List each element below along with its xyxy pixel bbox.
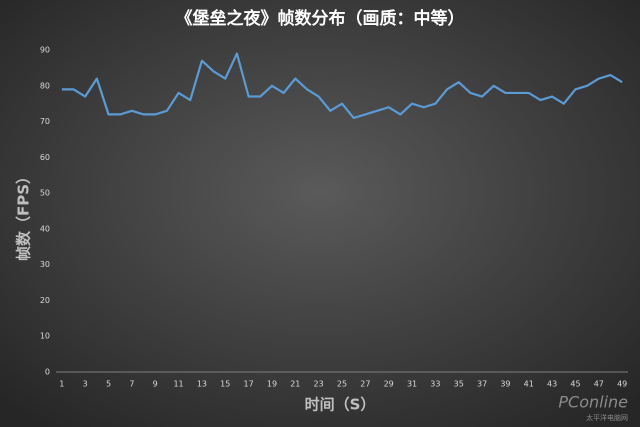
y-tick-label: 30	[40, 260, 50, 269]
y-tick-label: 0	[45, 368, 50, 377]
x-tick-label: 13	[197, 380, 207, 389]
x-tick-label: 27	[360, 380, 370, 389]
x-tick-label: 1	[59, 380, 64, 389]
y-tick-label: 90	[40, 46, 50, 55]
y-tick-label: 60	[40, 153, 50, 162]
x-tick-label: 45	[570, 380, 580, 389]
x-tick-label: 33	[430, 380, 440, 389]
y-axis-label: 帧数（FPS）	[15, 169, 33, 261]
x-tick-label: 49	[617, 380, 627, 389]
x-tick-label: 7	[129, 380, 134, 389]
x-tick-label: 17	[244, 380, 254, 389]
watermark-subtitle: 太平洋电脑网	[586, 413, 628, 422]
x-tick-label: 39	[500, 380, 510, 389]
x-tick-label: 9	[153, 380, 158, 389]
x-tick-label: 23	[314, 380, 324, 389]
x-tick-label: 15	[220, 380, 230, 389]
y-tick-label: 80	[40, 81, 50, 90]
watermark-brand: PConline	[558, 393, 628, 412]
line-series	[61, 52, 623, 120]
y-tick-label: 20	[40, 296, 50, 305]
x-tick-label: 3	[83, 380, 88, 389]
x-tick-label: 19	[267, 380, 277, 389]
x-tick-label: 25	[337, 380, 347, 389]
x-tick-label: 35	[454, 380, 464, 389]
y-tick-label: 10	[40, 332, 50, 341]
y-tick-label: 40	[40, 224, 50, 233]
x-tick-label: 5	[106, 380, 111, 389]
y-tick-label: 50	[40, 189, 50, 198]
x-tick-label: 37	[477, 380, 487, 389]
x-tick-label: 11	[173, 380, 183, 389]
x-tick-label: 47	[594, 380, 604, 389]
x-tick-label: 21	[290, 380, 300, 389]
x-tick-label: 43	[547, 380, 557, 389]
x-axis-label: 时间（S）	[305, 396, 376, 414]
chart-title: 《堡垒之夜》帧数分布（画质：中等）	[176, 8, 465, 29]
x-tick-label: 29	[384, 380, 394, 389]
x-tick-label: 31	[407, 380, 417, 389]
y-tick-label: 70	[40, 117, 50, 126]
x-tick-label: 41	[524, 380, 534, 389]
